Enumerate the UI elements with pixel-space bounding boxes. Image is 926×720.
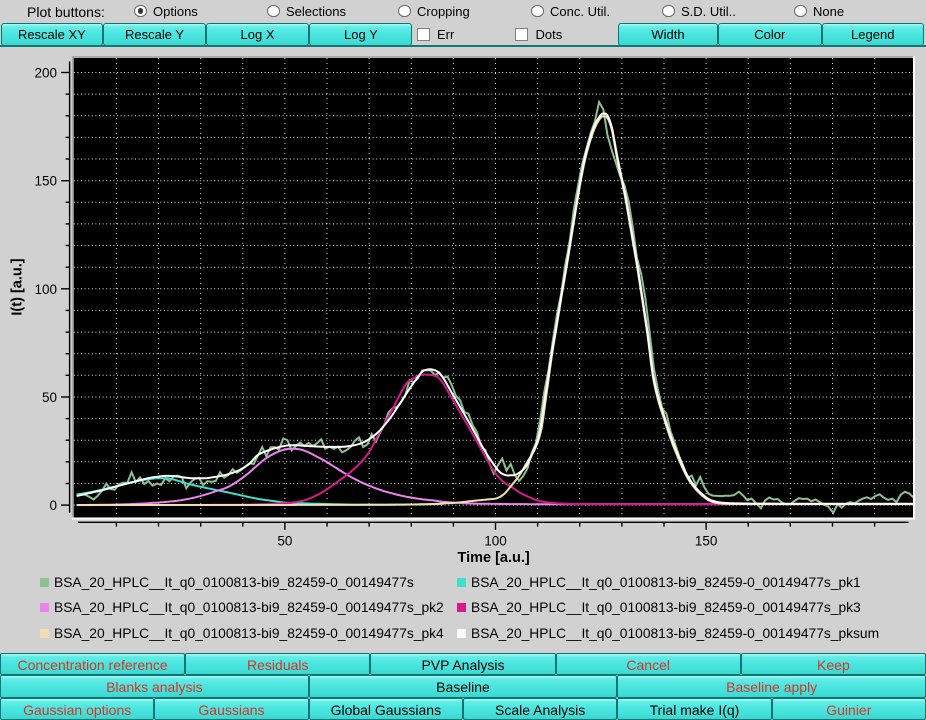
svg-text:100: 100 xyxy=(484,534,507,549)
svg-text:50: 50 xyxy=(277,534,292,549)
svg-text:I(t) [a.u.]: I(t) [a.u.] xyxy=(10,258,26,315)
svg-text:150: 150 xyxy=(34,174,57,189)
svg-text:100: 100 xyxy=(34,282,57,297)
svg-text:200: 200 xyxy=(34,66,57,81)
svg-text:50: 50 xyxy=(42,390,57,405)
svg-text:150: 150 xyxy=(695,534,718,549)
svg-text:0: 0 xyxy=(49,498,57,513)
svg-text:Time [a.u.]: Time [a.u.] xyxy=(457,550,529,566)
